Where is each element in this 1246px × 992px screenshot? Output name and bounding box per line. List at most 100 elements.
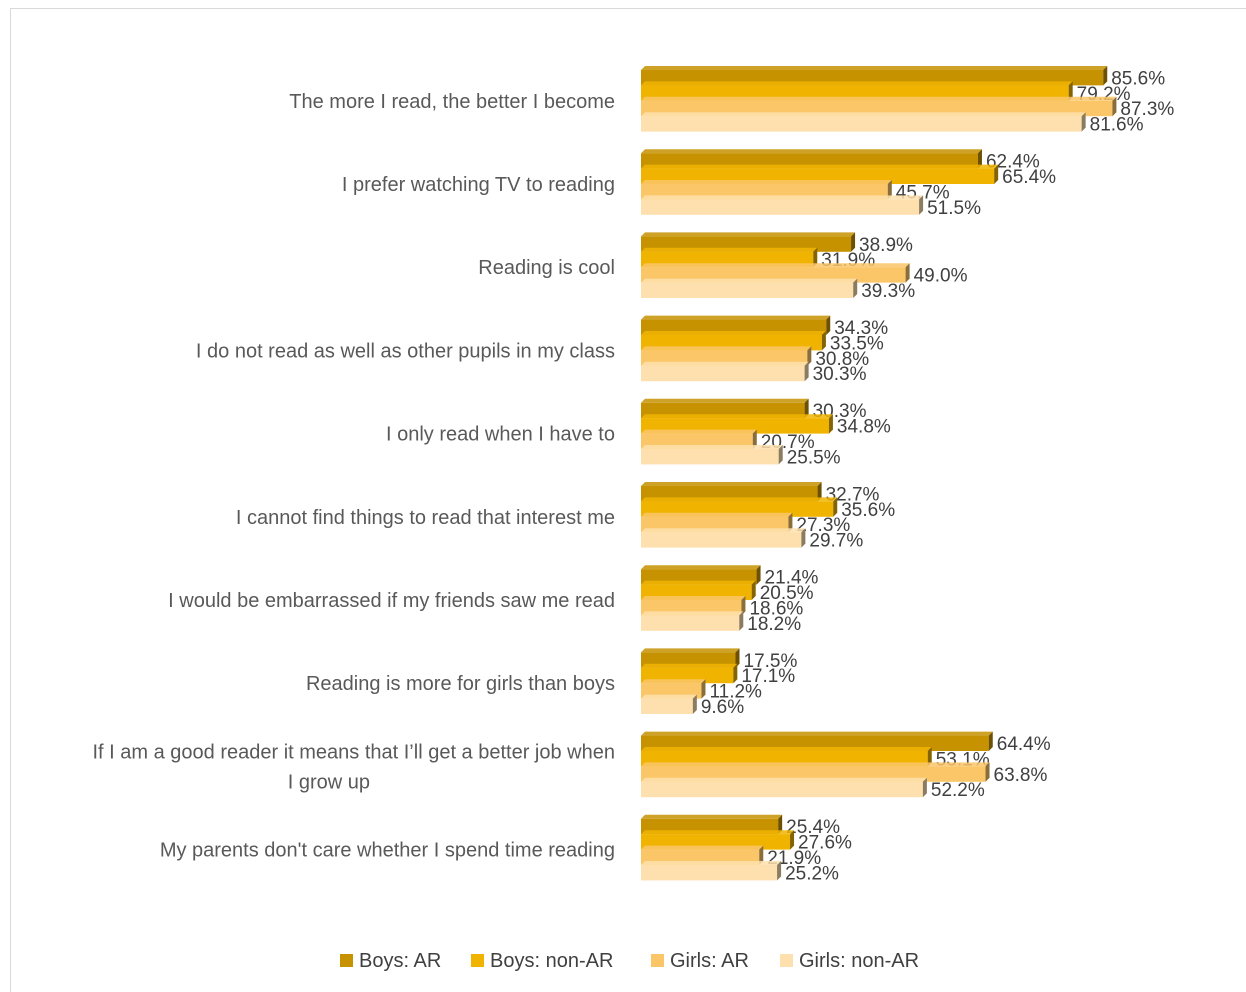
bar-top-face — [641, 195, 924, 200]
bar — [641, 365, 805, 382]
category-label: I do not read as well as other pupils in… — [196, 340, 615, 362]
bar — [641, 116, 1082, 132]
bar-top-face — [641, 596, 746, 600]
bar-top-face — [641, 512, 793, 517]
category-group: My parents don't care whether I spend ti… — [160, 814, 852, 884]
bar-top-face — [641, 845, 764, 850]
bar-side-face — [905, 263, 910, 283]
data-label: 27.6% — [798, 833, 852, 854]
bar-top-face — [641, 611, 744, 616]
bar-side-face — [739, 611, 744, 631]
bar-side-face — [692, 694, 697, 714]
bar-side-face — [777, 861, 782, 881]
bar-side-face — [817, 482, 822, 502]
chart-frame — [10, 8, 1246, 992]
bar-side-face — [751, 580, 756, 600]
category-label: My parents don't care whether I spend ti… — [160, 840, 615, 862]
bar-side-face — [919, 195, 924, 215]
bar-top-face — [641, 149, 982, 154]
data-label: 18.2% — [747, 614, 801, 635]
bar-side-face — [1068, 81, 1073, 101]
data-label: 18.6% — [749, 598, 803, 619]
bar-top-face — [641, 361, 809, 366]
bar-top-face — [641, 694, 697, 699]
bar-side-face — [759, 845, 764, 865]
bar-side-face — [927, 747, 932, 767]
bar-top-face — [641, 66, 1108, 70]
legend-swatch — [471, 954, 484, 967]
category-group: I cannot find things to read that intere… — [236, 482, 895, 552]
data-label: 30.3% — [813, 364, 867, 385]
bar — [641, 199, 920, 215]
category-label: I only read when I have to — [386, 424, 615, 446]
bar-top-face — [641, 762, 990, 767]
bar-side-face — [1081, 112, 1086, 132]
bar-side-face — [977, 149, 982, 169]
bar-side-face — [778, 445, 783, 465]
bar-top-face — [641, 497, 838, 502]
category-group: I only read when I have to30.3%34.8%20.7… — [386, 398, 891, 468]
data-label: 17.5% — [744, 651, 798, 672]
category-label: Reading is cool — [478, 257, 615, 279]
category-label: The more I read, the better I become — [289, 91, 615, 113]
data-label: 65.4% — [1002, 167, 1056, 188]
legend-swatch — [651, 954, 664, 967]
data-label: 64.4% — [997, 734, 1051, 755]
data-label: 39.3% — [861, 281, 915, 302]
category-group: I would be embarrassed if my friends saw… — [168, 565, 819, 635]
bar — [641, 532, 802, 548]
bar-top-face — [641, 861, 782, 865]
bar-top-face — [641, 679, 706, 684]
data-label: 87.3% — [1120, 99, 1174, 120]
bar-top-face — [641, 164, 999, 169]
data-label: 27.3% — [796, 515, 850, 536]
data-label: 62.4% — [986, 152, 1040, 173]
bar-top-face — [641, 81, 1073, 86]
bar-top-face — [641, 112, 1086, 117]
bar-side-face — [741, 596, 746, 616]
bar-top-face — [641, 429, 757, 434]
legend-swatch — [340, 954, 353, 967]
bar-side-face — [1103, 66, 1108, 86]
data-label: 63.8% — [994, 765, 1048, 786]
bar-side-face — [778, 814, 783, 835]
data-label: 21.4% — [765, 568, 819, 589]
bar-top-face — [641, 731, 993, 736]
bar-side-face — [807, 346, 812, 366]
data-label: 51.5% — [927, 198, 981, 219]
bar-side-face — [735, 648, 740, 668]
bar — [641, 449, 779, 465]
bar-side-face — [833, 497, 838, 517]
data-label: 11.2% — [709, 682, 762, 703]
data-label: 34.3% — [834, 318, 888, 339]
bar-side-face — [804, 398, 809, 419]
bar-top-face — [641, 263, 910, 268]
bar-top-face — [641, 278, 858, 283]
bar-side-face — [988, 731, 993, 751]
data-label: 25.5% — [787, 447, 841, 468]
category-label: I grow up — [288, 771, 370, 793]
bar-side-face — [828, 414, 833, 434]
bar-top-face — [641, 180, 892, 184]
bar-top-face — [641, 565, 761, 570]
bar-side-face — [826, 315, 831, 335]
data-label: 38.9% — [859, 235, 913, 256]
bar-top-face — [641, 346, 812, 351]
bar-side-face — [994, 164, 999, 184]
legend-label: Boys: AR — [359, 950, 441, 972]
bar-side-face — [813, 247, 818, 268]
category-label: If I am a good reader it means that I’ll… — [92, 741, 615, 763]
bar-top-face — [641, 445, 783, 449]
data-label: 20.5% — [760, 583, 814, 604]
data-label: 30.8% — [815, 349, 869, 370]
data-label: 52.2% — [931, 780, 985, 801]
data-label: 25.4% — [786, 817, 840, 838]
category-label: I would be embarrassed if my friends saw… — [168, 590, 615, 612]
bar-top-face — [641, 814, 783, 819]
legend-label: Girls: AR — [670, 950, 749, 972]
bar-top-face — [641, 482, 822, 486]
category-group: I do not read as well as other pupils in… — [196, 315, 888, 385]
category-group: The more I read, the better I become 85.6… — [289, 66, 1174, 136]
